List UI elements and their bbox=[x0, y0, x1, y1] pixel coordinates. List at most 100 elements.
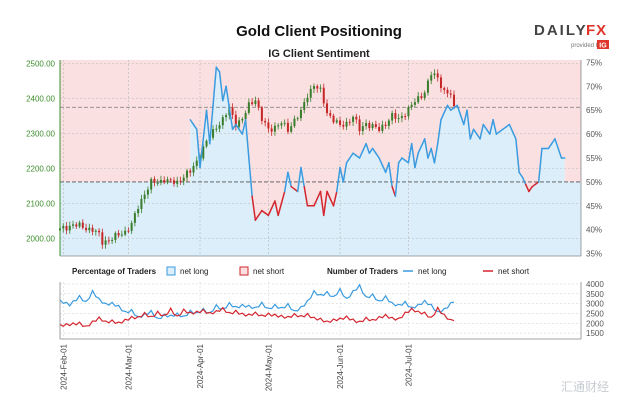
date-tick-label: 2024-Jul-01 bbox=[404, 343, 413, 386]
candle-up bbox=[273, 125, 276, 132]
candle-up bbox=[244, 112, 247, 120]
legend-percentage-title: Percentage of Traders bbox=[72, 267, 157, 276]
candle-down bbox=[322, 87, 325, 104]
candle-down bbox=[117, 232, 120, 236]
legend-net-long-label-2: net long bbox=[418, 267, 446, 276]
net-long-segment bbox=[189, 119, 195, 126]
gold-candles bbox=[58, 69, 456, 249]
net-long-segment bbox=[417, 145, 423, 154]
candle-up bbox=[192, 166, 195, 173]
legend-net-short-label-2: net short bbox=[498, 267, 530, 276]
candle-up bbox=[137, 208, 140, 214]
net-long-segment bbox=[339, 166, 345, 183]
net-long-segment bbox=[511, 130, 517, 140]
candle-down bbox=[179, 180, 182, 182]
candle-up bbox=[221, 117, 224, 126]
dailyfx-logo: DAILY FX provided by IG bbox=[534, 22, 609, 50]
net-long-segment bbox=[342, 162, 348, 183]
percentage-tick-label: 70% bbox=[586, 82, 602, 91]
net-long-segment bbox=[196, 128, 201, 169]
net-long-segment bbox=[459, 114, 465, 126]
candle-up bbox=[241, 119, 244, 121]
net-long-segment bbox=[199, 138, 205, 169]
candle-down bbox=[127, 230, 130, 232]
net-long-segment bbox=[349, 152, 354, 159]
candle-up bbox=[140, 199, 143, 209]
legend-net-short-label: net short bbox=[253, 267, 285, 276]
date-tick-label: 2024-Feb-01 bbox=[59, 343, 68, 389]
net-long-segment bbox=[215, 66, 221, 73]
net-short-segment bbox=[251, 195, 257, 221]
candle-up bbox=[72, 224, 75, 226]
candle-up bbox=[212, 129, 215, 138]
net-long-segment bbox=[521, 176, 527, 186]
candle-down bbox=[378, 126, 381, 131]
net-long-segment bbox=[479, 123, 485, 140]
candle-up bbox=[293, 118, 296, 127]
net-long-segment bbox=[440, 111, 445, 121]
candle-down bbox=[91, 227, 94, 232]
net-long-segment bbox=[248, 157, 253, 197]
candle-up bbox=[280, 123, 283, 126]
net-long-segment bbox=[235, 123, 240, 131]
candle-up bbox=[345, 121, 348, 127]
net-long-segment bbox=[492, 119, 498, 135]
net-short-segment bbox=[270, 200, 276, 209]
net-long-segment bbox=[410, 142, 416, 169]
candle-down bbox=[172, 180, 175, 184]
candle-up bbox=[283, 122, 286, 124]
candle-up bbox=[247, 102, 250, 113]
net-long-segment bbox=[537, 147, 543, 183]
percentage-tick-label: 50% bbox=[586, 178, 602, 187]
candle-down bbox=[251, 102, 254, 105]
net-short-segment bbox=[323, 190, 328, 217]
candle-up bbox=[182, 177, 185, 182]
candle-up bbox=[150, 178, 153, 190]
net-short-segment bbox=[524, 183, 530, 193]
net-long-segment bbox=[212, 66, 218, 107]
net-long-segment bbox=[518, 171, 524, 178]
candle-up bbox=[400, 116, 403, 119]
candle-down bbox=[329, 113, 332, 116]
candle-up bbox=[296, 118, 299, 120]
net-short-segment bbox=[319, 190, 325, 217]
candle-up bbox=[303, 102, 306, 110]
candle-up bbox=[371, 124, 374, 129]
candle-down bbox=[286, 122, 289, 132]
candle-down bbox=[107, 240, 110, 242]
candle-down bbox=[257, 100, 260, 108]
net-long-fill bbox=[60, 67, 581, 256]
net-long-segment bbox=[381, 164, 387, 174]
net-long-segment bbox=[244, 119, 250, 159]
main-axes: 2000.00 2100.00 2200.00 2300.00 2400.00 2500.… bbox=[26, 58, 602, 258]
candle-up bbox=[146, 189, 149, 195]
candle-up bbox=[319, 87, 322, 89]
candle-up bbox=[426, 80, 429, 93]
candle-down bbox=[355, 116, 358, 120]
candle-down bbox=[234, 114, 237, 127]
candle-up bbox=[114, 232, 117, 240]
net-short-segment bbox=[257, 209, 263, 217]
net-short-segment bbox=[326, 190, 332, 200]
candle-up bbox=[387, 120, 390, 126]
price-tick-label: 2200.00 bbox=[26, 165, 55, 174]
sentiment-fill-area bbox=[60, 60, 581, 256]
candle-down bbox=[342, 124, 345, 127]
candle-up bbox=[410, 104, 413, 108]
net-long-segment bbox=[466, 109, 472, 140]
net-long-segment bbox=[371, 147, 377, 154]
percentage-tick-label: 40% bbox=[586, 226, 602, 235]
candle-up bbox=[381, 124, 384, 131]
net-long-segment bbox=[397, 157, 403, 164]
net-long-segment bbox=[218, 71, 224, 102]
candle-up bbox=[433, 73, 436, 76]
candle-up bbox=[413, 102, 416, 105]
price-tick-label: 2400.00 bbox=[26, 95, 55, 104]
traders-gridlines bbox=[60, 282, 581, 339]
candle-up bbox=[195, 160, 198, 167]
traders-tick-label: 1500 bbox=[586, 329, 604, 338]
traders-tick-label: 3000 bbox=[586, 300, 604, 309]
net-long-segment bbox=[414, 152, 419, 169]
chart-title: Gold Client Positioning bbox=[236, 23, 402, 40]
percentage-tick-label: 45% bbox=[586, 202, 602, 211]
